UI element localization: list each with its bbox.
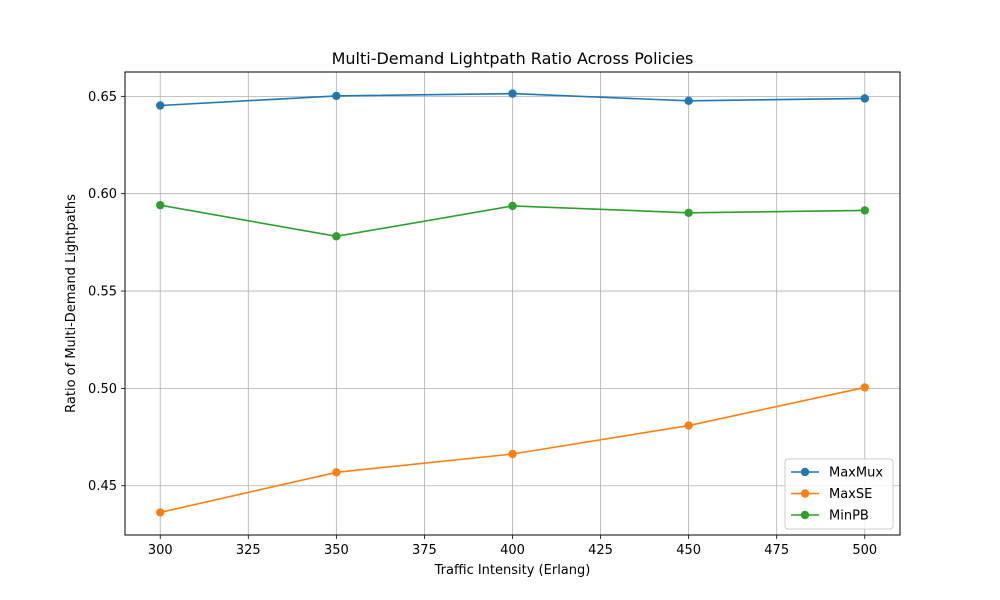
x-tick-label: 325 [236,543,261,558]
legend-label-maxmux: MaxMux [829,466,883,481]
data-point-maxmux [508,89,517,98]
data-point-maxmux [860,94,869,103]
data-point-maxmux [684,96,693,106]
data-point-minpb [508,201,517,211]
x-tick-label: 375 [412,543,437,558]
series-minpb [156,200,869,241]
x-tick-label: 475 [764,543,789,558]
series-maxse [156,383,869,517]
x-tick-label: 400 [500,543,525,558]
y-tick-label: 0.45 [88,479,117,494]
y-tick-label: 0.55 [88,285,117,300]
legend-marker-maxmux [800,467,810,477]
series-layer [156,89,869,517]
x-tick-label: 450 [676,543,701,558]
legend-marker-maxse [800,489,810,498]
data-point-minpb [156,200,165,210]
data-point-maxse [508,449,517,459]
y-tick-label: 0.65 [88,90,117,105]
series-maxmux [156,89,869,110]
legend-item-maxse: MaxSE [791,487,872,502]
x-tick-label: 425 [588,543,613,558]
legend-items: MaxMux MaxSE MinPB [791,466,883,524]
legend-label-maxse: MaxSE [829,487,872,502]
legend-item-minpb: MinPB [791,509,869,524]
x-tick-label: 350 [324,543,349,558]
data-point-maxmux [332,91,341,101]
data-point-minpb [860,206,869,215]
data-point-minpb [332,232,341,241]
x-tick-label: 500 [852,543,877,558]
y-axis-label: Ratio of Multi-Demand Lightpaths [64,194,79,413]
y-axis-ticks: 0.45 0.50 0.55 0.60 0.65 [88,90,125,494]
legend-marker-minpb [800,510,810,520]
legend: MaxMux MaxSE MinPB [784,458,894,530]
legend-item-maxmux: MaxMux [791,466,883,481]
legend-label-minpb: MinPB [829,509,869,524]
x-tick-label: 300 [148,543,173,558]
y-tick-label: 0.50 [88,382,117,397]
y-tick-label: 0.60 [88,187,117,202]
data-point-maxse [860,383,869,392]
x-axis-ticks: 300 325 350 375 400 425 450 475 500 [148,535,877,558]
data-point-maxmux [156,101,165,110]
data-point-minpb [684,208,693,217]
x-axis-label: Traffic Intensity (Erlang) [434,563,591,578]
data-point-maxse [332,468,341,477]
chart-title: Multi-Demand Lightpath Ratio Across Poli… [332,49,694,68]
data-point-maxse [156,508,165,517]
legend-box [784,458,894,530]
data-point-maxse [684,421,693,430]
